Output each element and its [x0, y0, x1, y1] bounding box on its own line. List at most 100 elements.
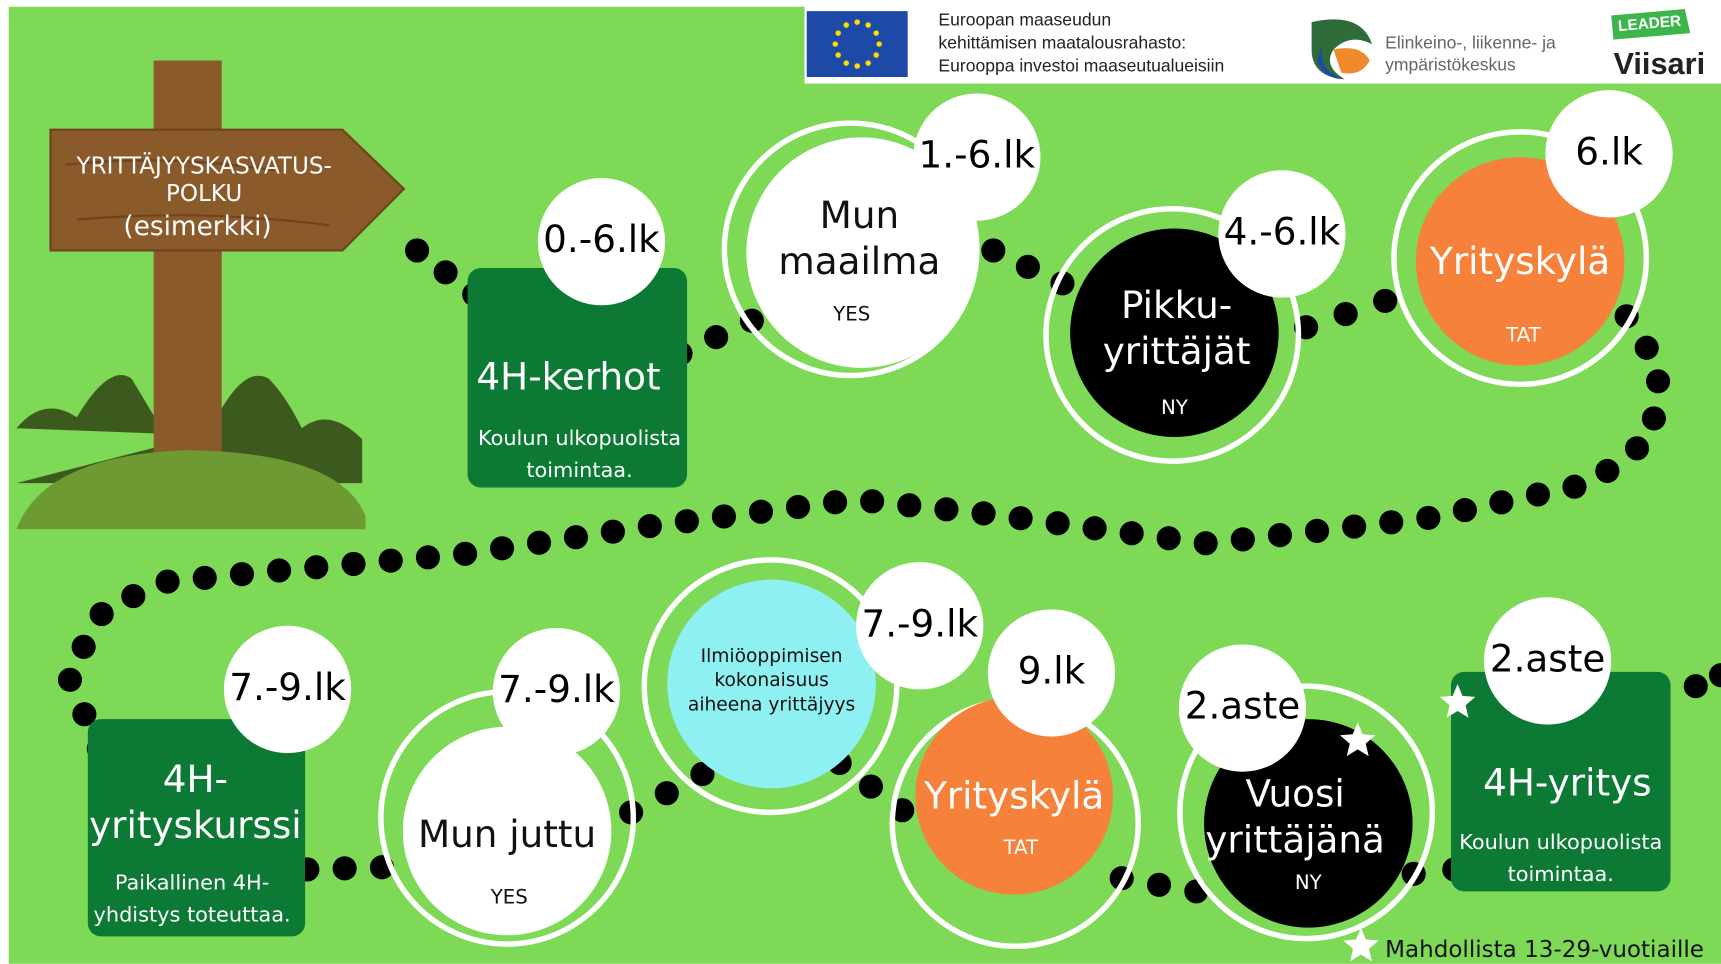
- path-dot: [72, 635, 96, 659]
- eu-star: [835, 52, 840, 57]
- node-sub: TAT: [1002, 836, 1039, 859]
- path-dot: [267, 558, 291, 582]
- path-dot: [749, 500, 773, 524]
- path-dot: [1120, 521, 1144, 545]
- node-sub: YES: [832, 303, 870, 326]
- path-dot: [1642, 406, 1666, 430]
- eu-text: Eurooppa investoi maaseutualueisiin: [938, 56, 1224, 76]
- eu-star: [854, 63, 859, 68]
- node-label: 4H-kerhot: [476, 354, 660, 398]
- path-dot: [304, 555, 328, 579]
- grade-label: 0.-6.lk: [543, 217, 660, 261]
- node-sub: TAT: [1505, 324, 1542, 347]
- node-label: kokonaisuus: [714, 670, 829, 691]
- eu-star: [835, 30, 840, 35]
- path-dot: [156, 570, 180, 594]
- path-dot: [1453, 498, 1477, 522]
- eu-star: [843, 22, 848, 27]
- path-dot: [1016, 255, 1040, 279]
- path-dot: [655, 781, 679, 805]
- grade-label: 7.-9.lk: [861, 601, 978, 645]
- node-label: Mun juttu: [418, 812, 596, 856]
- node-label: yrityskurssi: [89, 803, 302, 847]
- path-dot: [527, 531, 551, 555]
- path-dot: [1157, 526, 1181, 550]
- path-dot: [230, 562, 254, 586]
- node-sub: yhdistys toteuttaa.: [94, 903, 291, 927]
- path-dot: [786, 495, 810, 519]
- path-dot: [981, 238, 1005, 262]
- eu-text: kehittämisen maatalousrahasto:: [938, 33, 1186, 53]
- path-dot: [897, 493, 921, 517]
- path-dot: [1646, 369, 1670, 393]
- node-sub: Paikallinen 4H-: [115, 871, 269, 895]
- node-label: Vuosi: [1246, 771, 1345, 815]
- grade-label: 9.lk: [1018, 648, 1086, 692]
- eu-star: [865, 60, 870, 65]
- node-label: yrittäjät: [1103, 329, 1251, 373]
- path-dot: [58, 668, 82, 692]
- path-dot: [193, 566, 217, 590]
- grade-label: 7.-9.lk: [229, 665, 346, 709]
- path-dot: [564, 525, 588, 549]
- path-dot: [90, 602, 114, 626]
- path-dot: [860, 489, 884, 513]
- path-dot: [333, 856, 357, 880]
- path-dot: [434, 260, 458, 284]
- ely-text: Elinkeino-, liikenne- ja: [1385, 33, 1556, 53]
- viisari-text: Viisari: [1613, 46, 1705, 81]
- node-label: Yrityskylä: [923, 774, 1104, 818]
- path-dot: [1595, 459, 1619, 483]
- node-label: Yrityskylä: [1429, 239, 1610, 283]
- grade-label: 2.aste: [1185, 684, 1300, 728]
- eu-text: Euroopan maaseudun: [938, 10, 1111, 30]
- footnote: Mahdollista 13-29-vuotiaille: [1385, 937, 1704, 963]
- path-dot: [1231, 527, 1255, 551]
- path-dot: [379, 549, 403, 573]
- path-dot: [1009, 506, 1033, 530]
- path-dot: [675, 509, 699, 533]
- node-label: 4H-: [163, 757, 228, 801]
- path-dot: [1684, 674, 1708, 698]
- node-label: 4H-yritys: [1483, 760, 1651, 804]
- node-label: Pikku-: [1121, 283, 1232, 327]
- node-sub: NY: [1295, 871, 1323, 894]
- node-label: Mun: [820, 193, 899, 237]
- path-dot: [934, 497, 958, 521]
- path-dot: [416, 545, 440, 569]
- node-label: Ilmiöoppimisen: [701, 646, 843, 667]
- path-dot: [1489, 490, 1513, 514]
- grade-label: 6.lk: [1575, 129, 1643, 173]
- sign-text: (esimerkki): [123, 212, 271, 242]
- node-label: maailma: [778, 239, 940, 283]
- path-dot: [1416, 506, 1440, 530]
- path-dot: [1379, 510, 1403, 534]
- grade-label: 2.aste: [1490, 636, 1605, 680]
- path-dot: [1635, 336, 1659, 360]
- path-dot: [1334, 302, 1358, 326]
- node-label: yrittäjänä: [1205, 818, 1385, 862]
- diagram: Euroopan maaseudun kehittämisen maatalou…: [0, 0, 1721, 964]
- node-label: aiheena yrittäjyys: [688, 694, 855, 715]
- path-dot: [601, 520, 625, 544]
- path-dot: [1046, 511, 1070, 535]
- path-dot: [1373, 289, 1397, 313]
- node-sub: toimintaa.: [526, 458, 632, 482]
- path-dot: [823, 490, 847, 514]
- node-sub: Koulun ulkopuolista: [1459, 830, 1662, 854]
- page: Euroopan maaseudun kehittämisen maatalou…: [0, 0, 1721, 964]
- path-dot: [1625, 436, 1649, 460]
- sign-text: POLKU: [166, 181, 242, 207]
- path-dot: [1147, 873, 1171, 897]
- eu-star: [876, 41, 881, 46]
- path-dot: [1083, 516, 1107, 540]
- path-dot: [638, 514, 662, 538]
- path-dot: [859, 775, 883, 799]
- grade-label: 7.-9.lk: [498, 667, 615, 711]
- path-dot: [1526, 482, 1550, 506]
- eu-star: [833, 41, 838, 46]
- node-sub: Koulun ulkopuolista: [478, 426, 681, 450]
- path-dot: [1305, 519, 1329, 543]
- path-dot: [121, 584, 145, 608]
- eu-star: [873, 30, 878, 35]
